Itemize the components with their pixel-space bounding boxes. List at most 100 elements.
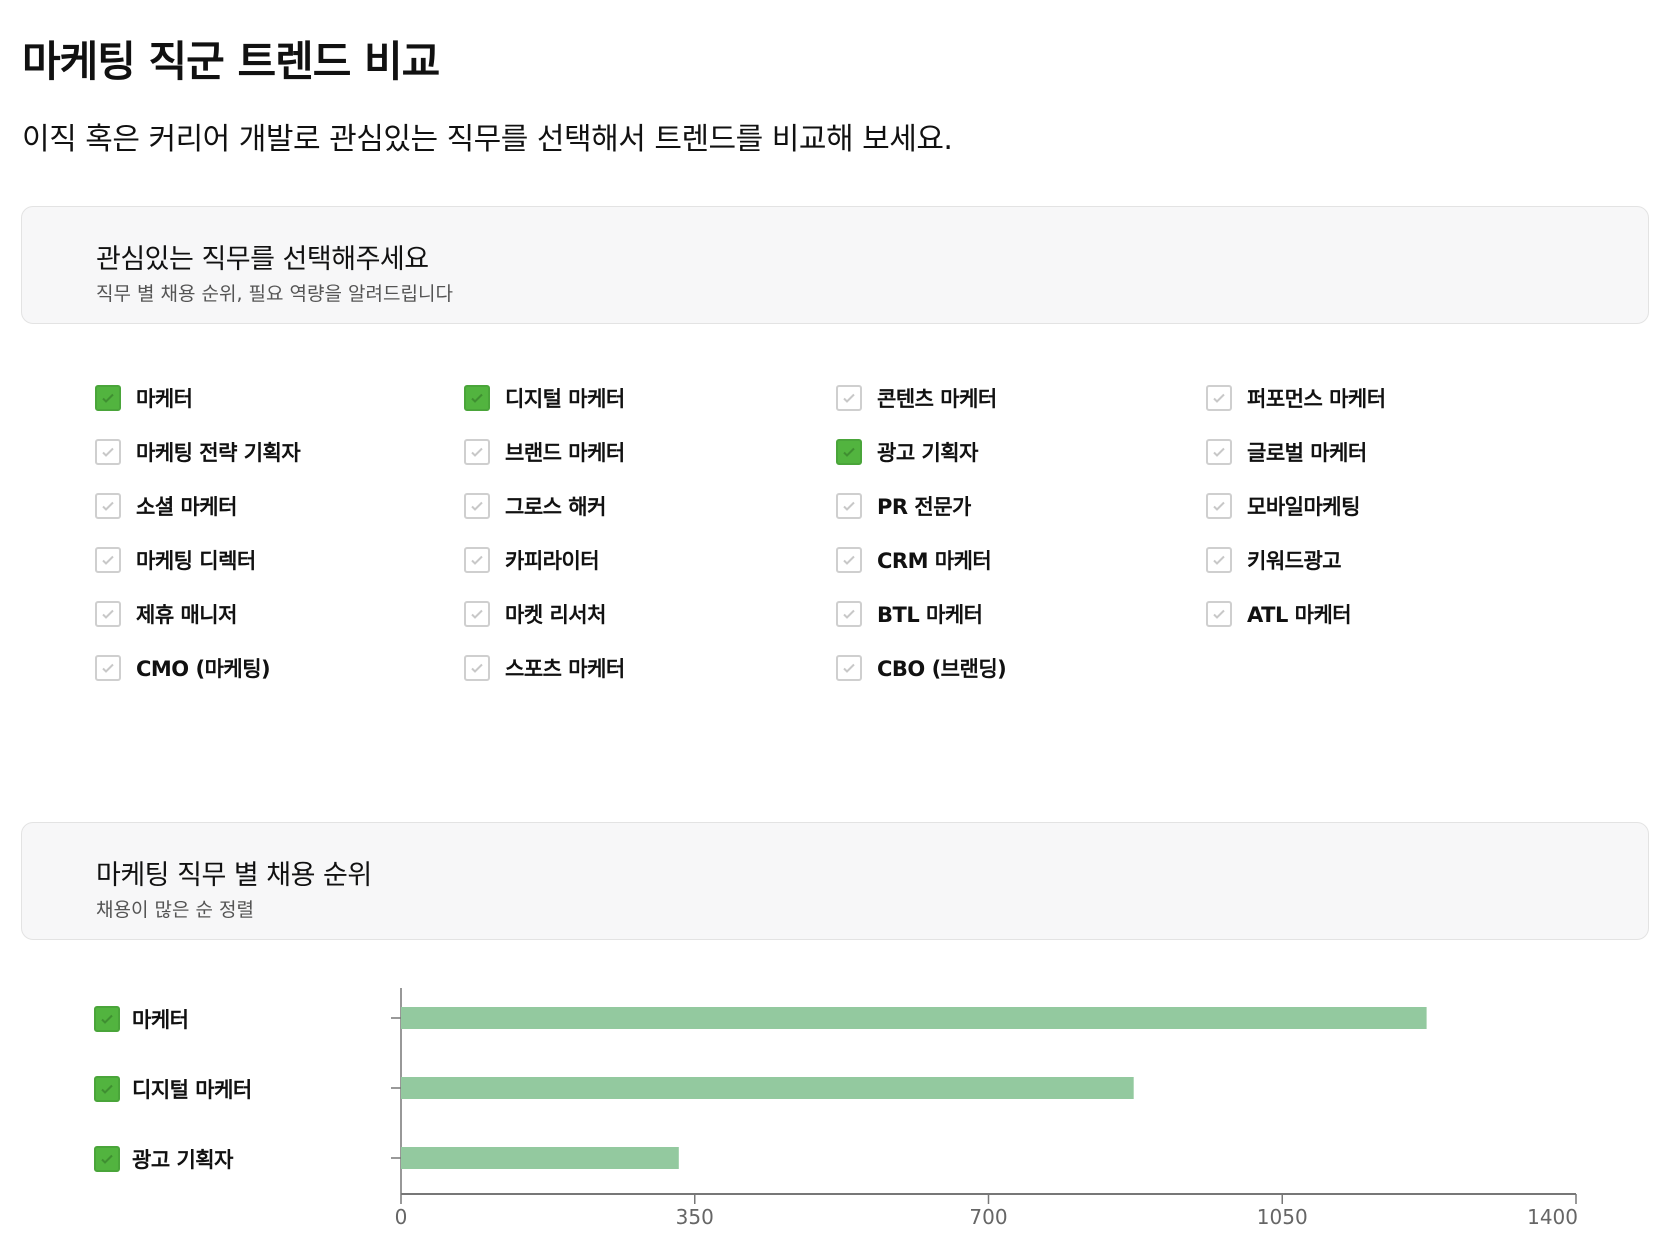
checkmark-icon xyxy=(99,1081,115,1097)
category-label: 광고 기획자 xyxy=(132,1148,233,1172)
job-option[interactable]: CRM 마케터 xyxy=(836,545,992,575)
checkmark-icon xyxy=(841,606,857,622)
bar-3 xyxy=(401,1147,679,1169)
checkbox[interactable] xyxy=(95,601,121,627)
checkbox[interactable] xyxy=(836,385,862,411)
job-option[interactable]: 마켓 리서처 xyxy=(464,599,606,629)
checkmark-icon xyxy=(99,1151,115,1167)
checkmark-icon xyxy=(1211,606,1227,622)
job-option[interactable]: 카피라이터 xyxy=(464,545,600,575)
checkbox[interactable] xyxy=(1206,493,1232,519)
job-option-label: 모바일마케팅 xyxy=(1247,495,1360,519)
checkmark-icon xyxy=(469,552,485,568)
checkbox[interactable] xyxy=(464,655,490,681)
checkmark-icon xyxy=(100,390,116,406)
job-option-label: CBO (브랜딩) xyxy=(877,657,1007,681)
job-select-heading: 관심있는 직무를 선택해주세요 xyxy=(96,244,429,275)
job-option[interactable]: 퍼포먼스 마케터 xyxy=(1206,383,1386,413)
checkbox[interactable] xyxy=(464,385,490,411)
job-option[interactable]: 글로벌 마케터 xyxy=(1206,437,1367,467)
checkbox[interactable] xyxy=(464,601,490,627)
job-option[interactable]: 그로스 해커 xyxy=(464,491,606,521)
checkmark-icon xyxy=(469,444,485,460)
category-label: 마케터 xyxy=(132,1008,189,1032)
checkbox[interactable] xyxy=(94,1006,120,1032)
checkmark-icon xyxy=(100,660,116,676)
checkbox[interactable] xyxy=(95,439,121,465)
job-option-label: 글로벌 마케터 xyxy=(1247,441,1367,465)
job-select-subheading: 직무 별 채용 순위, 필요 역량을 알려드립니다 xyxy=(96,283,453,305)
job-option-label: ATL 마케터 xyxy=(1247,603,1352,627)
checkmark-icon xyxy=(469,606,485,622)
job-option[interactable]: CMO (마케팅) xyxy=(95,653,271,683)
job-option-label: 제휴 매니저 xyxy=(136,603,237,627)
job-option-label: 그로스 해커 xyxy=(505,495,606,519)
job-option[interactable]: 마케터 xyxy=(95,383,193,413)
checkbox[interactable] xyxy=(464,493,490,519)
checkbox[interactable] xyxy=(95,493,121,519)
job-option-label: CRM 마케터 xyxy=(877,549,992,573)
checkbox[interactable] xyxy=(94,1146,120,1172)
job-option-label: 마케팅 디렉터 xyxy=(136,549,256,573)
checkbox[interactable] xyxy=(464,547,490,573)
job-option-label: 소셜 마케터 xyxy=(136,495,237,519)
chart-category[interactable]: 디지털 마케터 xyxy=(94,1074,252,1104)
job-option-label: 브랜드 마케터 xyxy=(505,441,625,465)
checkmark-icon xyxy=(841,498,857,514)
job-option[interactable]: BTL 마케터 xyxy=(836,599,983,629)
job-select-panel: 관심있는 직무를 선택해주세요 직무 별 채용 순위, 필요 역량을 알려드립니… xyxy=(21,206,1649,324)
job-option-label: 카피라이터 xyxy=(505,549,600,573)
page-title: 마케팅 직군 트렌드 비교 xyxy=(22,37,440,86)
rank-subheading: 채용이 많은 순 정렬 xyxy=(96,899,254,921)
chart-category[interactable]: 광고 기획자 xyxy=(94,1144,233,1174)
checkmark-icon xyxy=(1211,498,1227,514)
checkmark-icon xyxy=(841,660,857,676)
checkbox[interactable] xyxy=(836,547,862,573)
job-option[interactable]: CBO (브랜딩) xyxy=(836,653,1007,683)
rank-heading: 마케팅 직무 별 채용 순위 xyxy=(96,860,372,891)
page-subtitle: 이직 혹은 커리어 개발로 관심있는 직무를 선택해서 트렌드를 비교해 보세요… xyxy=(22,122,953,157)
job-option-label: 마케터 xyxy=(136,387,193,411)
x-tick-label: 1050 xyxy=(1257,1205,1308,1229)
checkbox[interactable] xyxy=(464,439,490,465)
job-option[interactable]: 소셜 마케터 xyxy=(95,491,237,521)
job-option-label: 퍼포먼스 마케터 xyxy=(1247,387,1386,411)
checkbox[interactable] xyxy=(836,493,862,519)
chart-category[interactable]: 마케터 xyxy=(94,1004,189,1034)
x-tick-label: 0 xyxy=(395,1205,408,1229)
job-option[interactable]: 디지털 마케터 xyxy=(464,383,625,413)
checkbox[interactable] xyxy=(94,1076,120,1102)
job-option[interactable]: 브랜드 마케터 xyxy=(464,437,625,467)
job-option[interactable]: 마케팅 디렉터 xyxy=(95,545,256,575)
checkbox[interactable] xyxy=(836,601,862,627)
job-option[interactable]: 키워드광고 xyxy=(1206,545,1342,575)
checkbox[interactable] xyxy=(1206,385,1232,411)
job-option[interactable]: PR 전문가 xyxy=(836,491,971,521)
checkmark-icon xyxy=(100,498,116,514)
job-option[interactable]: 스포츠 마케터 xyxy=(464,653,625,683)
checkmark-icon xyxy=(841,390,857,406)
job-option[interactable]: 콘텐츠 마케터 xyxy=(836,383,997,413)
checkmark-icon xyxy=(1211,444,1227,460)
checkbox[interactable] xyxy=(95,385,121,411)
checkbox[interactable] xyxy=(836,655,862,681)
checkmark-icon xyxy=(100,606,116,622)
job-option-label: 키워드광고 xyxy=(1247,549,1342,573)
checkbox[interactable] xyxy=(95,655,121,681)
checkbox[interactable] xyxy=(836,439,862,465)
checkbox[interactable] xyxy=(95,547,121,573)
checkmark-icon xyxy=(1211,552,1227,568)
x-tick-label: 350 xyxy=(676,1205,714,1229)
job-option[interactable]: ATL 마케터 xyxy=(1206,599,1352,629)
job-option[interactable]: 제휴 매니저 xyxy=(95,599,237,629)
checkmark-icon xyxy=(841,552,857,568)
checkbox[interactable] xyxy=(1206,601,1232,627)
job-option[interactable]: 마케팅 전략 기획자 xyxy=(95,437,301,467)
checkbox[interactable] xyxy=(1206,439,1232,465)
job-option[interactable]: 모바일마케팅 xyxy=(1206,491,1360,521)
checkbox[interactable] xyxy=(1206,547,1232,573)
job-option-label: 스포츠 마케터 xyxy=(505,657,625,681)
job-option[interactable]: 광고 기획자 xyxy=(836,437,978,467)
job-option-label: 광고 기획자 xyxy=(877,441,978,465)
